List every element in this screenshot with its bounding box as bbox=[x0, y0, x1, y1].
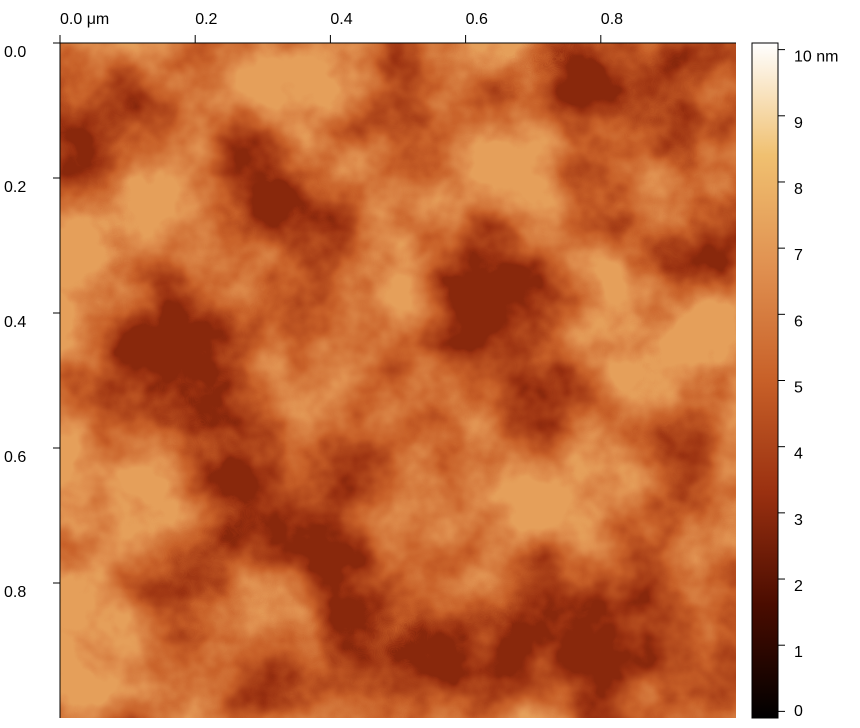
colorbar-tick-label: 9 bbox=[794, 115, 803, 132]
colorbar-tick-label: 5 bbox=[794, 380, 803, 397]
x-tick-label: 0.4 bbox=[330, 11, 352, 28]
colorbar-tick-label: 10 nm bbox=[794, 49, 838, 66]
y-tick-label: 0.6 bbox=[4, 449, 26, 466]
colorbar-tick-label: 6 bbox=[794, 313, 803, 330]
colorbar-tick-label: 2 bbox=[794, 578, 803, 595]
colorbar-tick-label: 7 bbox=[794, 247, 803, 264]
colorbar-tick-label: 1 bbox=[794, 644, 803, 661]
y-tick-label: 0.0 bbox=[4, 44, 26, 61]
colorbar bbox=[751, 42, 779, 719]
x-tick-label: 0.8 bbox=[601, 11, 623, 28]
x-tick-label: 0.2 bbox=[195, 11, 217, 28]
colorbar-tick-label: 8 bbox=[794, 181, 803, 198]
colorbar-tick-label: 0 bbox=[794, 703, 803, 720]
x-tick-label: 0.6 bbox=[466, 11, 488, 28]
afm-image bbox=[60, 43, 736, 718]
x-tick-label: 0.0 μm bbox=[60, 11, 109, 28]
colorbar-tick-label: 3 bbox=[794, 512, 803, 529]
colorbar-tick-label: 4 bbox=[794, 446, 803, 463]
y-tick-label: 0.4 bbox=[4, 314, 26, 331]
y-tick-label: 0.2 bbox=[4, 179, 26, 196]
y-tick-label: 0.8 bbox=[4, 584, 26, 601]
